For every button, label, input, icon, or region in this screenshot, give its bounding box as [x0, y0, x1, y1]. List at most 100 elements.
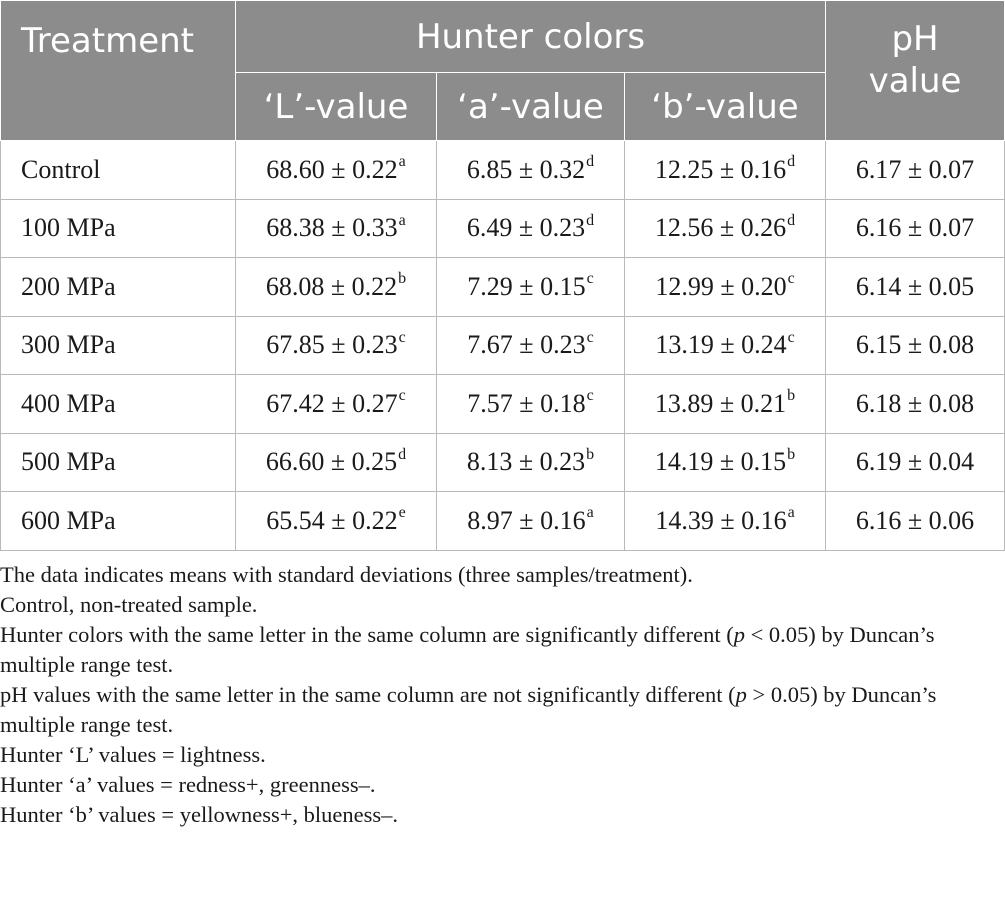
- treatment-cell: 600 MPa: [0, 491, 236, 551]
- footnote-data-description: The data indicates means with standard d…: [0, 562, 693, 587]
- l-value-cell-mean-sd: 68.60 ± 0.22: [266, 154, 398, 184]
- b-value-cell-mean-sd: 14.19 ± 0.15: [654, 447, 787, 477]
- footnote-hunter-significance: Hunter colors with the same letter in th…: [0, 620, 1004, 680]
- significance-letter: a: [586, 504, 594, 522]
- significance-letter: a: [398, 211, 406, 229]
- b-value-cell-mean-sd: 12.56 ± 0.26: [654, 213, 787, 243]
- l-value-cell: 68.38 ± 0.33a: [235, 198, 437, 258]
- l-value-cell-mean-sd: 66.60 ± 0.25: [265, 447, 398, 477]
- a-value-cell: 6.49 ± 0.23d: [436, 198, 625, 258]
- significance-letter: a: [787, 504, 795, 522]
- l-value-cell: 68.08 ± 0.22b: [235, 257, 437, 317]
- table-row: Control 68.60 ± 0.22a 6.85 ± 0.32d 12.25 ± …: [0, 140, 1005, 200]
- b-value-cell-mean-sd: 12.25 ± 0.16: [654, 154, 787, 184]
- b-value-cell: 12.25 ± 0.16d: [623, 140, 827, 200]
- b-value-cell: 13.89 ± 0.21b: [623, 374, 827, 434]
- a-value-cell-mean-sd: 6.49 ± 0.23: [466, 213, 586, 243]
- p-symbol: p: [735, 682, 747, 707]
- a-value-cell: 8.13 ± 0.23b: [436, 432, 625, 492]
- b-value-cell: 14.39 ± 0.16a: [623, 491, 827, 551]
- table-body: Control 68.60 ± 0.22a 6.85 ± 0.32d 12.25 ± …: [0, 140, 1005, 551]
- footnote-hunter-significance-end: < 0.05) by Duncan’s multiple range test.: [0, 622, 935, 677]
- significance-letter: c: [787, 270, 795, 288]
- header-b-value: ‘b’-value: [623, 72, 827, 141]
- significance-letter: b: [787, 387, 796, 405]
- ph-value-cell: 6.15 ± 0.08: [825, 315, 1005, 375]
- l-value-cell-mean-sd: 68.38 ± 0.33: [266, 213, 398, 243]
- b-value-cell-mean-sd: 13.19 ± 0.24: [655, 330, 787, 360]
- b-value-cell-mean-sd: 12.99 ± 0.20: [655, 271, 787, 301]
- ph-value-cell: 6.19 ± 0.04: [825, 432, 1005, 492]
- footnote-l-definition: Hunter ‘L’ values = lightness.: [0, 742, 266, 767]
- treatment-cell: 100 MPa: [0, 198, 236, 258]
- a-value-cell: 7.67 ± 0.23c: [436, 315, 625, 375]
- significance-letter: d: [586, 211, 595, 229]
- treatment-cell: 300 MPa: [0, 315, 236, 375]
- header-a-value: ‘a’-value: [436, 72, 625, 141]
- significance-letter: b: [398, 270, 407, 288]
- results-table: Treatment Hunter colors pH value ‘L’-valu…: [0, 0, 1005, 551]
- header-hunter-colors: Hunter colors: [234, 0, 827, 73]
- significance-letter: d: [787, 153, 796, 171]
- significance-letter: c: [586, 387, 594, 405]
- treatment-cell: 200 MPa: [0, 257, 236, 317]
- header-treatment: Treatment: [0, 0, 236, 141]
- l-value-cell: 65.54 ± 0.22e: [235, 491, 437, 551]
- b-value-cell: 13.19 ± 0.24c: [623, 315, 827, 375]
- treatment-cell: 400 MPa: [0, 374, 236, 434]
- b-value-cell: 14.19 ± 0.15b: [623, 432, 827, 492]
- b-value-cell-mean-sd: 13.89 ± 0.21: [654, 388, 787, 418]
- significance-letter: c: [586, 328, 594, 346]
- l-value-cell: 67.85 ± 0.23c: [235, 315, 437, 375]
- significance-letter: e: [398, 504, 406, 522]
- footnote-control-definition: Control, non-treated sample.: [0, 592, 258, 617]
- footnote-ph-significance-text: pH values with the same letter in the sa…: [0, 682, 736, 707]
- ph-value-cell: 6.17 ± 0.07: [825, 140, 1005, 200]
- table-footnotes: The data indicates means with standard d…: [0, 560, 1004, 830]
- footnote-ph-significance-end: > 0.05) by Duncan’s multiple range test.: [0, 682, 937, 737]
- a-value-cell-mean-sd: 8.13 ± 0.23: [466, 447, 586, 477]
- ph-value-cell: 6.16 ± 0.06: [825, 491, 1005, 551]
- p-symbol: p: [733, 622, 745, 647]
- significance-letter: b: [586, 445, 595, 463]
- l-value-cell-mean-sd: 67.85 ± 0.23: [266, 330, 398, 360]
- table-row: 500 MPa 66.60 ± 0.25d 8.13 ± 0.23b 14.19 ± …: [0, 432, 1005, 492]
- l-value-cell: 66.60 ± 0.25d: [235, 432, 437, 492]
- significance-letter: c: [398, 387, 406, 405]
- a-value-cell: 6.85 ± 0.32d: [436, 140, 625, 200]
- significance-letter: d: [586, 153, 595, 171]
- footnote-a-definition: Hunter ‘a’ values = redness+, greenness–…: [0, 772, 376, 797]
- table-row: 400 MPa 67.42 ± 0.27c 7.57 ± 0.18c 13.89 ± …: [0, 374, 1005, 434]
- l-value-cell-mean-sd: 68.08 ± 0.22: [265, 271, 398, 301]
- table-header: Treatment Hunter colors pH value ‘L’-valu…: [0, 0, 1005, 141]
- table-row: 300 MPa 67.85 ± 0.23c 7.67 ± 0.23c 13.19 ± …: [0, 315, 1005, 375]
- a-value-cell-mean-sd: 7.29 ± 0.15: [467, 271, 586, 301]
- ph-value-cell: 6.16 ± 0.07: [825, 198, 1005, 258]
- a-value-cell-mean-sd: 7.57 ± 0.18: [467, 388, 586, 418]
- a-value-cell: 7.57 ± 0.18c: [436, 374, 625, 434]
- l-value-cell-mean-sd: 65.54 ± 0.22: [266, 505, 398, 535]
- significance-letter: a: [398, 153, 406, 171]
- table-row: 100 MPa 68.38 ± 0.33a 6.49 ± 0.23d 12.56 ± …: [0, 198, 1005, 258]
- footnote-b-definition: Hunter ‘b’ values = yellowness+, bluenes…: [0, 802, 399, 827]
- header-ph-value: pH value: [825, 0, 1005, 141]
- significance-letter: c: [586, 270, 594, 288]
- footnote-hunter-significance-text: Hunter colors with the same letter in th…: [0, 622, 734, 647]
- header-l-value: ‘L’-value: [235, 72, 437, 141]
- significance-letter: b: [787, 445, 796, 463]
- a-value-cell-mean-sd: 7.67 ± 0.23: [467, 330, 586, 360]
- b-value-cell: 12.99 ± 0.20c: [623, 257, 827, 317]
- header-ph-line2: value: [868, 61, 962, 101]
- significance-letter: d: [787, 211, 796, 229]
- ph-value-cell: 6.18 ± 0.08: [825, 374, 1005, 434]
- a-value-cell-mean-sd: 6.85 ± 0.32: [466, 154, 586, 184]
- b-value-cell: 12.56 ± 0.26d: [623, 198, 827, 258]
- table-row: 600 MPa 65.54 ± 0.22e 8.97 ± 0.16a 14.39 ± …: [0, 491, 1005, 551]
- ph-value-cell: 6.14 ± 0.05: [825, 257, 1005, 317]
- treatment-cell: 500 MPa: [0, 432, 236, 492]
- significance-letter: d: [398, 445, 407, 463]
- b-value-cell-mean-sd: 14.39 ± 0.16: [655, 505, 787, 535]
- significance-letter: c: [398, 328, 406, 346]
- table-row: 200 MPa 68.08 ± 0.22b 7.29 ± 0.15c 12.99 ± …: [0, 257, 1005, 317]
- significance-letter: c: [787, 328, 795, 346]
